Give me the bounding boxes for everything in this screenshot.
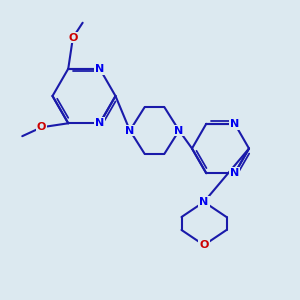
Text: O: O [37,122,46,132]
Text: O: O [68,33,78,43]
Text: N: N [175,125,184,136]
Text: N: N [125,125,134,136]
Text: O: O [199,240,209,250]
Text: N: N [200,197,208,207]
Text: N: N [95,64,104,74]
Text: N: N [95,118,104,128]
Text: N: N [230,119,239,129]
Text: N: N [230,168,239,178]
